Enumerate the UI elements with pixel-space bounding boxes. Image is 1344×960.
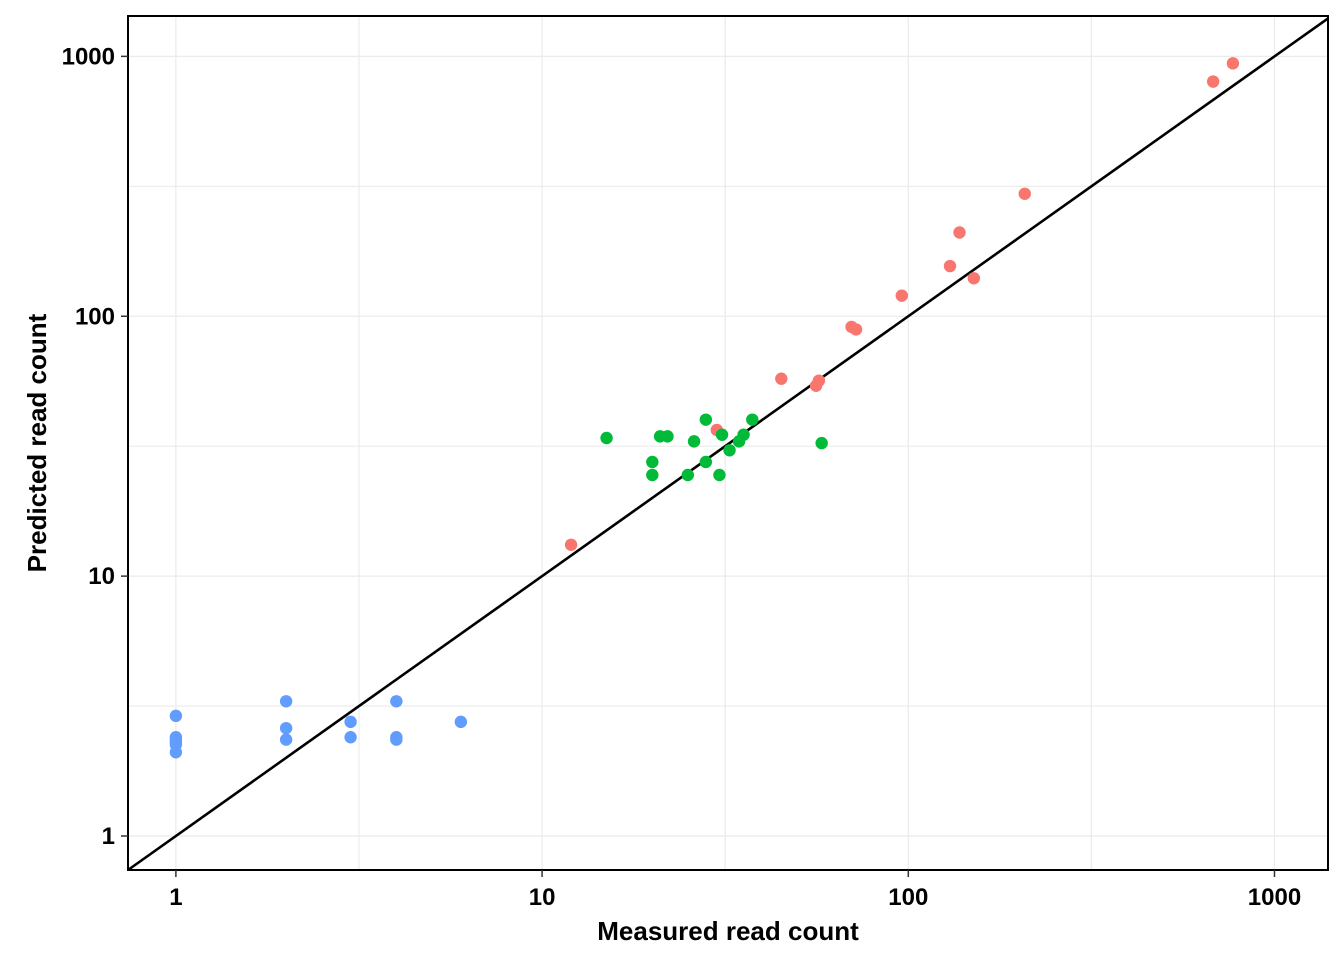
data-point: [699, 413, 713, 426]
data-point: [279, 721, 293, 735]
data-point: [737, 428, 750, 441]
data-point: [646, 468, 659, 482]
data-point: [681, 468, 695, 482]
data-point: [953, 226, 966, 239]
data-point: [699, 455, 713, 469]
y-axis-title: Predicted read count: [22, 313, 52, 572]
x-tick-label: 100: [888, 884, 928, 911]
grid: [128, 16, 1328, 870]
data-point: [1018, 187, 1031, 200]
y-tick-label: 1000: [62, 43, 115, 70]
data-point: [775, 372, 788, 385]
data-point: [564, 538, 578, 551]
x-tick-label: 1: [169, 884, 182, 911]
y-tick-label: 1: [102, 823, 115, 850]
data-point: [812, 374, 826, 387]
data-point: [715, 428, 729, 441]
y-axis: 1 10 100 1000: [62, 43, 128, 850]
data-point: [344, 715, 357, 729]
data-point: [390, 695, 403, 708]
data-point: [279, 733, 293, 746]
data-point: [713, 468, 726, 482]
x-tick-label: 10: [529, 884, 556, 911]
data-point: [390, 733, 403, 746]
data-point: [1206, 75, 1220, 88]
data-point: [344, 731, 357, 744]
x-axis-title: Measured read count: [597, 916, 859, 946]
x-tick-label: 1000: [1248, 884, 1301, 911]
y-tick-label: 10: [88, 563, 115, 590]
data-point: [746, 413, 759, 426]
data-point: [661, 430, 674, 443]
data-point: [600, 431, 613, 445]
data-point: [454, 715, 468, 729]
data-point: [815, 436, 828, 450]
data-point: [687, 435, 701, 448]
data-point: [967, 272, 981, 285]
data-point: [943, 259, 957, 273]
data-point: [279, 695, 293, 708]
data-point: [723, 444, 736, 457]
x-axis: 1 10 100 1000: [169, 870, 1301, 911]
data-point: [895, 289, 908, 302]
data-points: [169, 57, 1240, 759]
plot-panel-border: [127, 15, 1329, 871]
identity-reference-line: [127, 17, 1329, 872]
data-point: [169, 746, 183, 759]
data-point: [646, 455, 659, 469]
data-point: [849, 323, 863, 336]
data-point: [1226, 57, 1240, 70]
data-point: [169, 709, 183, 723]
y-tick-label: 100: [75, 303, 115, 330]
